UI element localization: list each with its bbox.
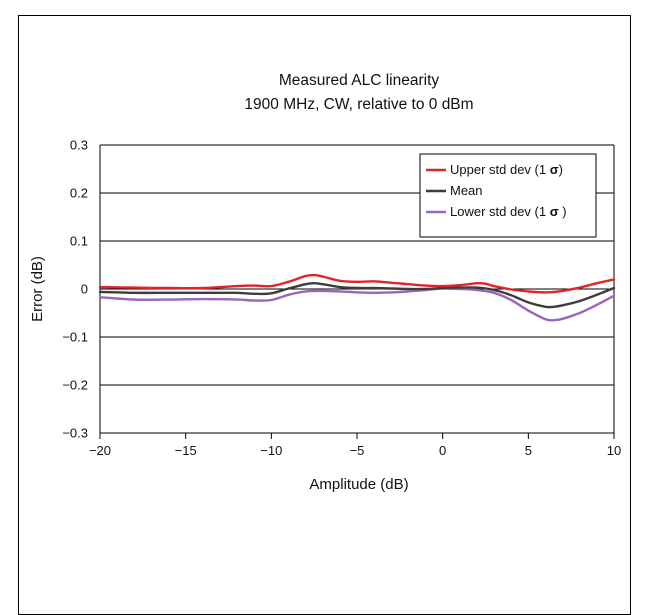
y-tick-label: 0 — [81, 282, 88, 297]
x-tick-label: −20 — [89, 443, 111, 458]
lower-std-dev-line — [98, 287, 616, 322]
legend-item-upper-std-dev: Upper std dev (1 σ) — [450, 162, 563, 177]
x-tick-label: −10 — [260, 443, 282, 458]
x-tick-label: −15 — [175, 443, 197, 458]
y-tick-label: −0.3 — [62, 426, 88, 441]
y-tick-label: 0.3 — [70, 138, 88, 153]
x-tick-label: 10 — [607, 443, 621, 458]
y-tick-label: −0.2 — [62, 378, 88, 393]
x-tick-label: −5 — [350, 443, 365, 458]
chart-title: Measured ALC linearity 1900 MHz, CW, rel… — [244, 72, 473, 113]
y-tick-label: −0.1 — [62, 330, 88, 345]
upper-std-dev-line — [98, 273, 616, 294]
y-tick-label: 0.1 — [70, 234, 88, 249]
y-tick-label: 0.2 — [70, 186, 88, 201]
y-axis-label: Error (dB) — [29, 256, 46, 322]
x-tick-label: 0 — [439, 443, 446, 458]
chart-title-line-1: Measured ALC linearity — [279, 72, 439, 89]
legend-box — [419, 153, 597, 238]
legend: Upper std dev (1 σ) Mean Lower std dev (1 … — [419, 153, 597, 238]
x-tick-label: 5 — [525, 443, 532, 458]
chart-title-line-2: 1900 MHz, CW, relative to 0 dBm — [244, 96, 473, 113]
x-axis-label: Amplitude (dB) — [309, 476, 408, 493]
legend-item-mean: Mean — [450, 183, 483, 198]
mean-line — [98, 282, 616, 309]
legend-item-lower-std-dev: Lower std dev (1 σ ) — [450, 204, 567, 219]
axes: 0.3 0.2 0.1 0 −0.1 −0.2 −0.3−20 −15 −10 −5 0 5 10 — [62, 138, 621, 459]
series-lines — [98, 273, 616, 322]
alc-linearity-chart: Measured ALC linearity 1900 MHz, CW, rel… — [29, 72, 621, 493]
